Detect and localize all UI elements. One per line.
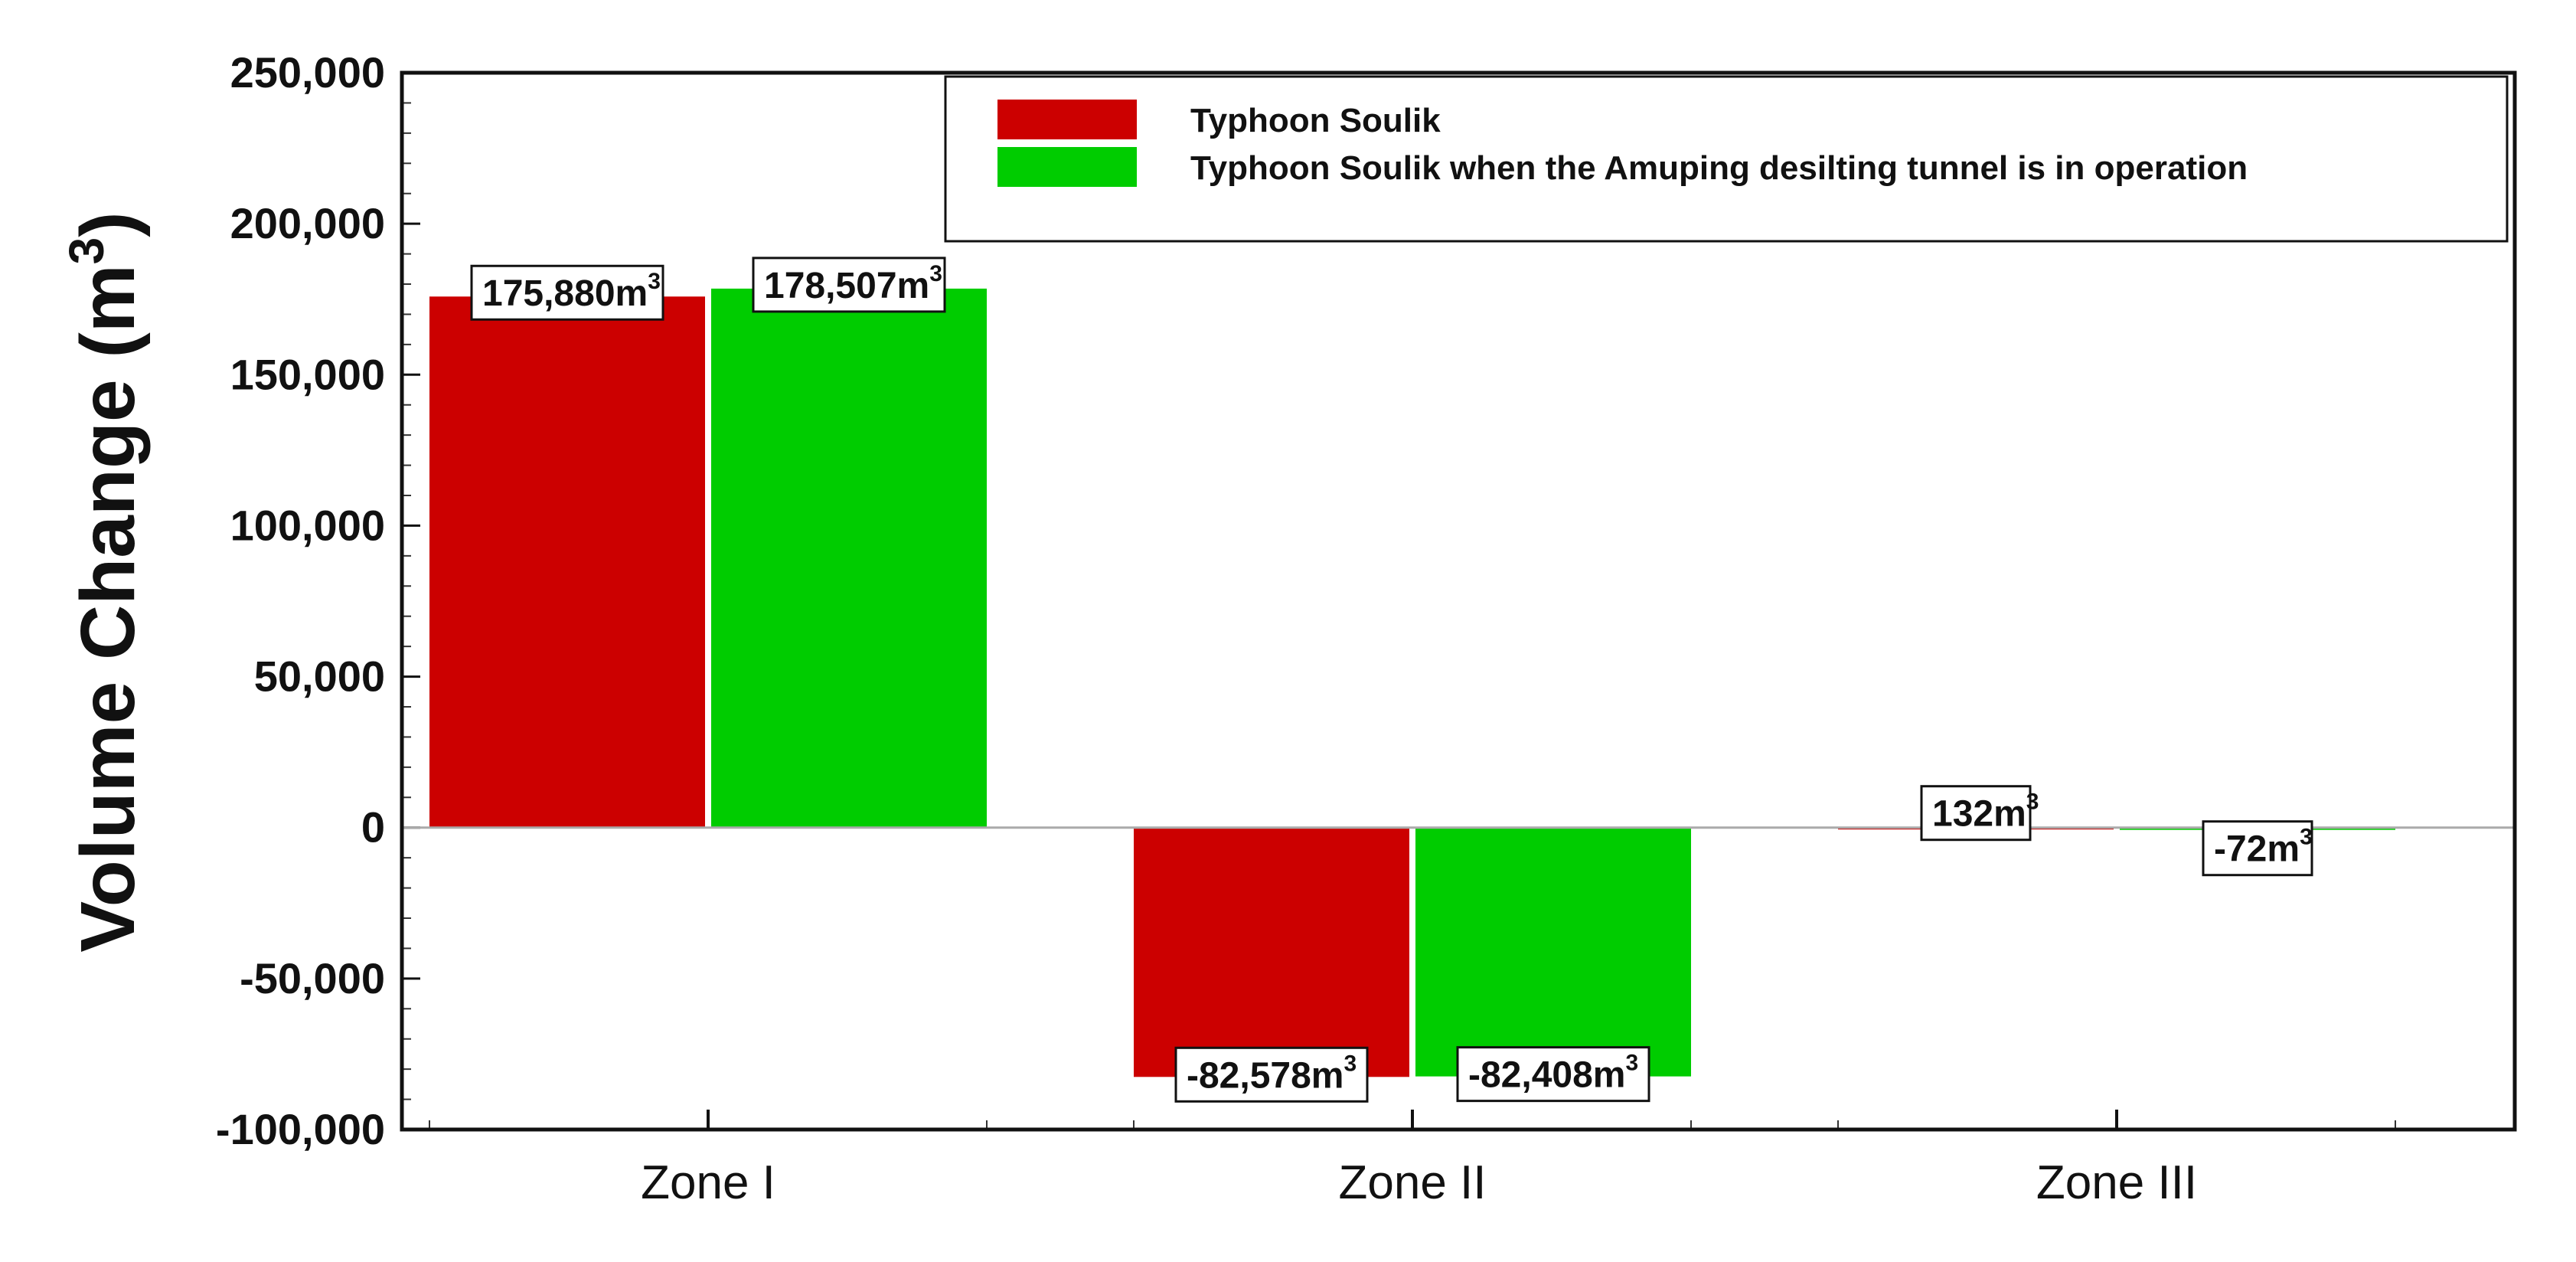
bar	[1415, 827, 1691, 1077]
data-label-text: 132m3	[1932, 790, 2039, 835]
legend-swatch	[997, 147, 1137, 187]
y-tick-label: 150,000	[230, 350, 385, 398]
data-label: -72m3	[2202, 820, 2313, 877]
y-tick-label: 50,000	[254, 652, 385, 701]
data-label: -82,408m3	[1456, 1046, 1650, 1103]
x-tick-label: Zone III	[2036, 1156, 2197, 1209]
data-label-text: 178,507m3	[764, 261, 942, 306]
data-label-box	[1174, 1046, 1369, 1103]
data-label-text: -72m3	[2214, 825, 2313, 870]
y-tick-label: 100,000	[230, 501, 385, 549]
bar	[711, 288, 987, 828]
y-tick-label: 250,000	[230, 48, 385, 96]
legend-label: Typhoon Soulik	[1190, 102, 1441, 139]
legend-label: Typhoon Soulik when the Amuping desiltin…	[1190, 149, 2248, 187]
x-tick-label: Zone II	[1339, 1156, 1487, 1209]
y-tick-label: -100,000	[216, 1105, 385, 1153]
data-label: -82,578m3	[1174, 1046, 1369, 1103]
data-label-sup: 3	[1625, 1051, 1638, 1076]
data-label-text: -82,408m3	[1468, 1051, 1638, 1096]
x-tick-label: Zone I	[641, 1156, 775, 1209]
data-label-box	[470, 264, 664, 321]
data-label-box	[752, 257, 946, 313]
legend-box	[944, 75, 2509, 243]
data-label: 175,880m3	[470, 264, 664, 321]
data-label-sup: 3	[648, 269, 661, 294]
y-axis-label-close: )	[65, 211, 151, 237]
data-label-text: -82,578m3	[1187, 1051, 1357, 1096]
legend-swatch	[997, 100, 1137, 139]
data-label: 178,507m3	[752, 257, 946, 313]
y-axis-label-sup: 3	[59, 237, 114, 265]
y-axis-label: Volume Change (m3)	[59, 211, 151, 952]
data-label-sup: 3	[929, 261, 942, 286]
data-label-box	[1456, 1046, 1650, 1103]
bar	[429, 296, 705, 828]
data-label-sup: 3	[2300, 825, 2313, 850]
data-label-sup: 3	[2026, 790, 2039, 815]
plot-frame	[400, 70, 2517, 1132]
data-label-text: 175,880m3	[482, 269, 661, 314]
y-tick-label: 0	[361, 803, 385, 852]
data-label: 132m3	[1920, 785, 2039, 842]
y-tick-label: 200,000	[230, 199, 385, 247]
data-label-sup: 3	[1344, 1051, 1357, 1076]
data-label-box	[2202, 820, 2313, 877]
y-tick-label: -50,000	[240, 954, 385, 1002]
bar	[1134, 827, 1409, 1077]
data-label-box	[1920, 785, 2032, 842]
y-axis-label-text: Volume Change (m	[65, 264, 151, 952]
